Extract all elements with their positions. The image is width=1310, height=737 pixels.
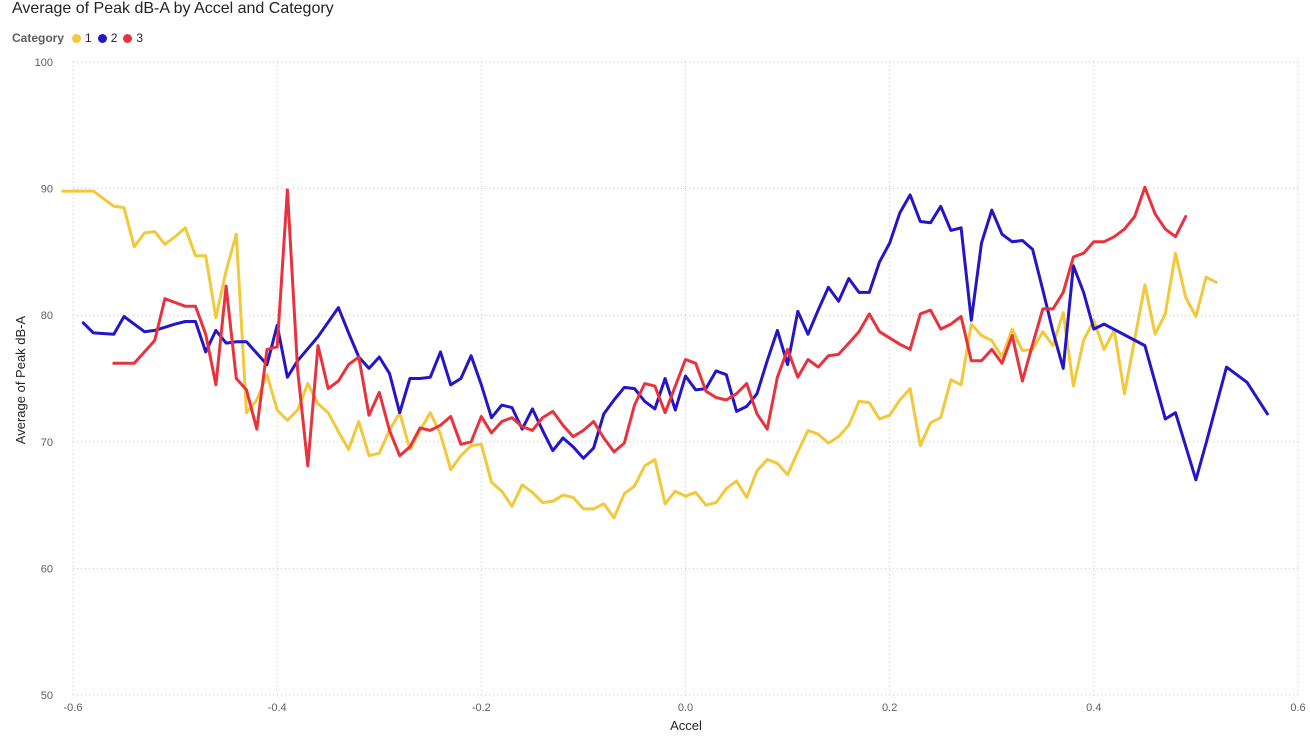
x-tick-label: 0.2 — [882, 702, 897, 714]
legend-swatch-2 — [97, 33, 107, 43]
x-tick-label: 0.4 — [1086, 702, 1101, 714]
x-tick-label: 0.0 — [678, 702, 693, 714]
y-tick-label: 50 — [41, 690, 53, 702]
legend-label-3: 3 — [136, 31, 144, 45]
y-tick-label: 80 — [41, 310, 53, 322]
x-tick-label: -0.6 — [64, 702, 83, 714]
series-line-3[interactable] — [112, 185, 1188, 468]
y-axis-title: Average of Peak dB-A — [13, 315, 28, 444]
x-tick-label: -0.4 — [268, 702, 287, 714]
series-lines — [61, 185, 1269, 520]
x-tick-label: 0.6 — [1290, 702, 1305, 714]
chart-legend: Category 1 2 3 — [12, 31, 149, 45]
legend-title: Category — [12, 31, 65, 45]
legend-label-1: 1 — [85, 31, 92, 45]
y-tick-label: 100 — [35, 57, 53, 69]
y-tick-label: 70 — [41, 437, 53, 449]
legend-swatch-3 — [123, 33, 133, 43]
chart-title: Average of Peak dB-A by Accel and Catego… — [12, 0, 334, 17]
legend-item-1[interactable]: 1 — [72, 31, 92, 45]
x-axis-ticks: -0.6 -0.4 -0.2 0.0 0.2 0.4 0.6 — [64, 702, 1306, 714]
y-tick-label: 90 — [41, 184, 53, 196]
legend-label-2: 2 — [110, 31, 118, 45]
x-tick-label: -0.2 — [472, 702, 491, 714]
series-line-2[interactable] — [81, 193, 1269, 482]
y-axis-ticks: 50 60 70 80 90 100 — [35, 57, 53, 702]
legend-item-2[interactable]: 2 — [97, 31, 118, 45]
legend-item-3[interactable]: 3 — [123, 31, 143, 45]
series-line-1[interactable] — [61, 189, 1218, 520]
legend-swatch-1 — [72, 33, 82, 43]
y-tick-label: 60 — [41, 563, 53, 575]
x-axis-title: Accel — [670, 718, 702, 733]
